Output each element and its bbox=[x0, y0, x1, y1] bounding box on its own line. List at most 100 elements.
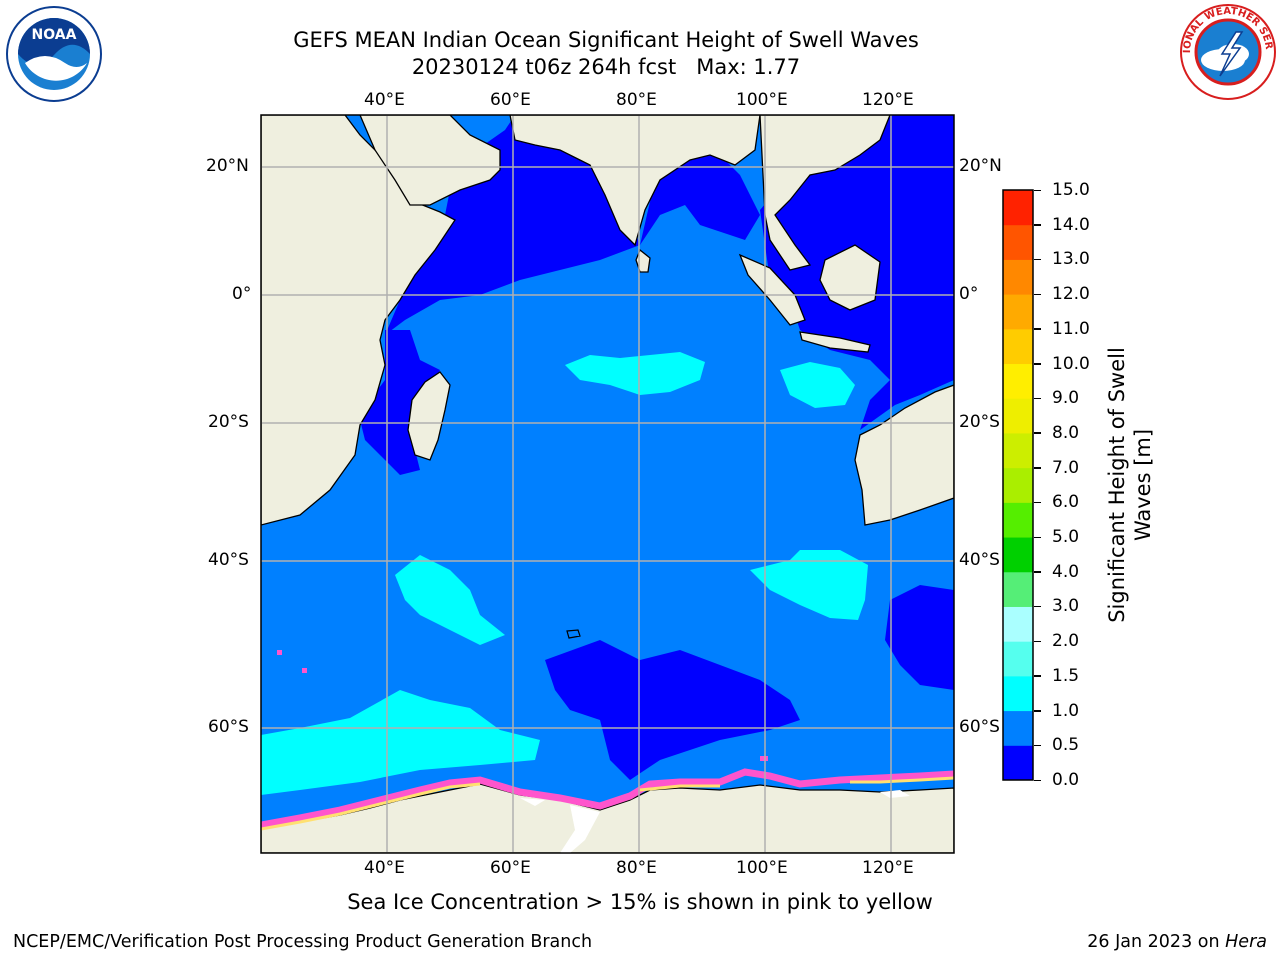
colorbar-segment bbox=[1003, 398, 1033, 434]
sea-ice-spot bbox=[302, 668, 307, 673]
colorbar-label: 6.0 bbox=[1052, 492, 1080, 513]
lat-tick-right: 0° bbox=[959, 284, 979, 304]
arabia-land bbox=[359, 115, 501, 206]
madagascar-land bbox=[407, 371, 451, 461]
south-east-swell-patch bbox=[750, 550, 868, 620]
colorbar-label: 13.0 bbox=[1052, 249, 1090, 270]
colorbar-tick bbox=[1034, 467, 1041, 469]
colorbar-label: 4.0 bbox=[1052, 561, 1080, 582]
colorbar-tick bbox=[1034, 536, 1041, 539]
footer-branch: NCEP/EMC/Verification Post Processing Pr… bbox=[13, 932, 593, 952]
far-south-swell-band bbox=[261, 690, 540, 795]
colorbar-tick bbox=[1034, 501, 1041, 504]
colorbar-segment bbox=[1003, 502, 1033, 538]
borneo-land bbox=[819, 244, 881, 311]
lat-tick-right: 20°S bbox=[959, 412, 1000, 432]
lat-tick-left: 40°S bbox=[208, 550, 249, 570]
east-swell-patch bbox=[780, 362, 855, 408]
colorbar-segment bbox=[1003, 606, 1033, 642]
colorbar-tick bbox=[1034, 779, 1041, 781]
colorbar-segment bbox=[1003, 328, 1033, 365]
colorbar-tick bbox=[1034, 224, 1041, 226]
colorbar-label: 7.0 bbox=[1052, 457, 1080, 478]
colorbar-label: 15.0 bbox=[1052, 180, 1090, 200]
colorbar-title-line1: Significant Height of Swell bbox=[1105, 347, 1129, 623]
central-swell-patch bbox=[565, 352, 705, 395]
colorbar-segment bbox=[1003, 294, 1033, 330]
lat-tick-left: 60°S bbox=[208, 717, 249, 737]
sumatra-land bbox=[738, 253, 806, 326]
lon-tick-bottom: 120°E bbox=[862, 858, 914, 878]
southern-ocean-low-swell bbox=[545, 640, 800, 780]
map-title: GEFS MEAN Indian Ocean Significant Heigh… bbox=[293, 28, 919, 52]
lon-tick-bottom: 80°E bbox=[616, 858, 657, 878]
footer-date: 26 Jan 2023 on Hera bbox=[1087, 932, 1267, 952]
lat-tick-left: 20°N bbox=[206, 156, 249, 176]
footer-date-text: 26 Jan 2023 on bbox=[1087, 932, 1226, 952]
colorbar-label: 10.0 bbox=[1052, 353, 1090, 374]
colorbar-label: 5.0 bbox=[1052, 527, 1080, 548]
colorbar-tick bbox=[1034, 605, 1041, 608]
colorbar-segment bbox=[1003, 745, 1033, 781]
java-land bbox=[799, 331, 871, 353]
colorbar-tick bbox=[1034, 189, 1041, 191]
colorbar-label: 14.0 bbox=[1052, 214, 1090, 235]
lon-tick-top: 40°E bbox=[364, 90, 405, 110]
footer-host: Hera bbox=[1225, 932, 1267, 952]
lon-tick-top: 100°E bbox=[736, 90, 788, 110]
sea-ice-caption: Sea Ice Concentration > 15% is shown in … bbox=[347, 890, 933, 914]
lon-tick-top: 80°E bbox=[616, 90, 657, 110]
gridlines bbox=[261, 115, 954, 853]
colorbar-tick bbox=[1034, 432, 1041, 434]
australia-land bbox=[854, 384, 954, 526]
lat-tick-left: 20°S bbox=[208, 412, 249, 432]
colorbar-segment bbox=[1003, 710, 1033, 746]
kerguelen-island bbox=[566, 629, 581, 639]
colorbar-label: 11.0 bbox=[1052, 318, 1090, 339]
colorbar-segment bbox=[1003, 537, 1033, 573]
map-subtitle: 20230124 t06z 264h fcst Max: 1.77 bbox=[411, 55, 801, 79]
colorbar-tick bbox=[1034, 710, 1041, 712]
sea-ice-spot bbox=[277, 650, 282, 655]
sea-ice-edge-yellow bbox=[261, 776, 954, 831]
colorbar-label: 9.0 bbox=[1052, 388, 1080, 409]
colorbar-segment bbox=[1003, 641, 1033, 677]
colorbar-label: 2.0 bbox=[1052, 631, 1080, 652]
colorbar-label: 8.0 bbox=[1052, 422, 1080, 443]
southeast-asia-land bbox=[759, 115, 891, 271]
colorbar-frame bbox=[1002, 189, 1034, 781]
colorbar-segment bbox=[1003, 224, 1033, 260]
colorbar-title-line2: Waves [m] bbox=[1131, 428, 1155, 542]
colorbar-label: 12.0 bbox=[1052, 284, 1090, 305]
colorbar-tick bbox=[1034, 397, 1041, 400]
colorbar-segment bbox=[1003, 190, 1033, 226]
colorbar-label: 0.0 bbox=[1052, 770, 1080, 790]
noaa-logo-icon: NOAA bbox=[6, 6, 102, 102]
lon-tick-bottom: 40°E bbox=[364, 858, 405, 878]
colorbar-segment bbox=[1003, 467, 1033, 503]
colorbar-segment bbox=[1003, 432, 1033, 469]
colorbar-tick bbox=[1034, 328, 1041, 330]
lon-tick-top: 120°E bbox=[862, 90, 914, 110]
colorbar-label: 1.0 bbox=[1052, 700, 1080, 721]
colorbar-segment bbox=[1003, 675, 1033, 712]
map-frame bbox=[260, 114, 955, 854]
india-land bbox=[509, 115, 761, 247]
lon-tick-top: 60°E bbox=[490, 90, 531, 110]
colorbar bbox=[1002, 189, 1034, 781]
colorbar-tick bbox=[1034, 258, 1041, 261]
mozambique-channel-low-swell bbox=[360, 330, 440, 475]
lon-tick-bottom: 100°E bbox=[736, 858, 788, 878]
colorbar-label: 3.0 bbox=[1052, 596, 1080, 617]
colorbar-tick bbox=[1034, 293, 1041, 296]
lat-tick-left: 0° bbox=[232, 284, 252, 304]
sea-ice-spot bbox=[760, 756, 768, 761]
colorbar-label: 0.5 bbox=[1052, 735, 1080, 756]
nws-logo-icon: NATIONAL WEATHER SERVICE bbox=[1178, 2, 1276, 100]
lat-tick-right: 60°S bbox=[959, 717, 1000, 737]
colorbar-segment bbox=[1003, 363, 1033, 399]
colorbar-tick bbox=[1034, 571, 1041, 573]
lat-tick-right: 40°S bbox=[959, 550, 1000, 570]
colorbar-tick bbox=[1034, 363, 1041, 365]
